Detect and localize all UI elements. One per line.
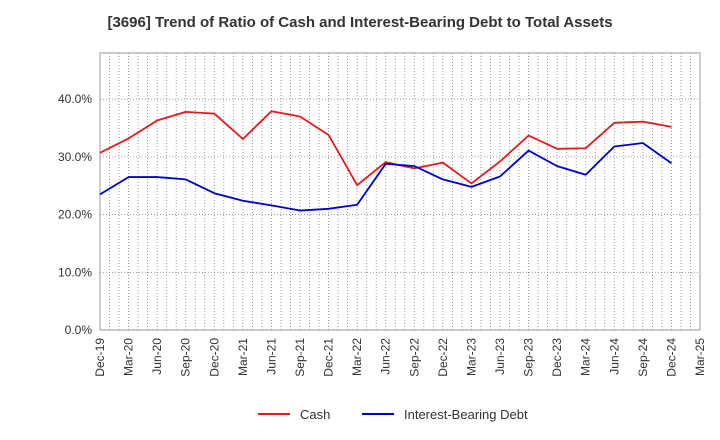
x-tick-label: Sep-24 xyxy=(636,338,650,377)
y-tick-label: 0.0% xyxy=(65,323,93,337)
chart-title: [3696] Trend of Ratio of Cash and Intere… xyxy=(107,14,613,31)
x-tick-label: Mar-25 xyxy=(693,338,707,376)
legend-label: Interest-Bearing Debt xyxy=(404,407,528,422)
x-tick-label: Jun-23 xyxy=(493,338,507,375)
x-tick-label: Mar-23 xyxy=(464,338,478,376)
x-tick-label: Mar-20 xyxy=(122,338,136,376)
series-line-debt xyxy=(99,142,672,212)
x-tick-label: Mar-22 xyxy=(350,338,364,376)
x-tick-label: Dec-19 xyxy=(93,338,107,377)
x-tick-label: Jun-21 xyxy=(264,338,278,375)
y-tick-label: 30.0% xyxy=(58,150,92,164)
x-tick-label: Mar-24 xyxy=(579,338,593,376)
x-tick-label: Jun-22 xyxy=(379,338,393,375)
x-tick-label: Dec-23 xyxy=(550,338,564,377)
x-tick-label: Sep-22 xyxy=(407,338,421,377)
y-tick-label: 20.0% xyxy=(58,208,92,222)
legend-label: Cash xyxy=(300,407,330,422)
x-tick-label: Sep-23 xyxy=(522,338,536,377)
x-tick-label: Sep-20 xyxy=(179,338,193,377)
x-tick-label: Dec-24 xyxy=(664,338,678,377)
y-tick-label: 10.0% xyxy=(58,265,92,279)
x-tick-label: Dec-20 xyxy=(207,338,221,377)
series-line-cash xyxy=(99,110,672,187)
x-tick-label: Dec-21 xyxy=(322,338,336,377)
x-tick-label: Sep-21 xyxy=(293,338,307,377)
y-tick-label: 40.0% xyxy=(58,92,92,106)
plot-area xyxy=(99,52,701,331)
x-tick-label: Mar-21 xyxy=(236,338,250,376)
x-tick-label: Jun-20 xyxy=(150,338,164,375)
x-tick-label: Dec-22 xyxy=(436,338,450,377)
x-tick-label: Jun-24 xyxy=(607,338,621,375)
